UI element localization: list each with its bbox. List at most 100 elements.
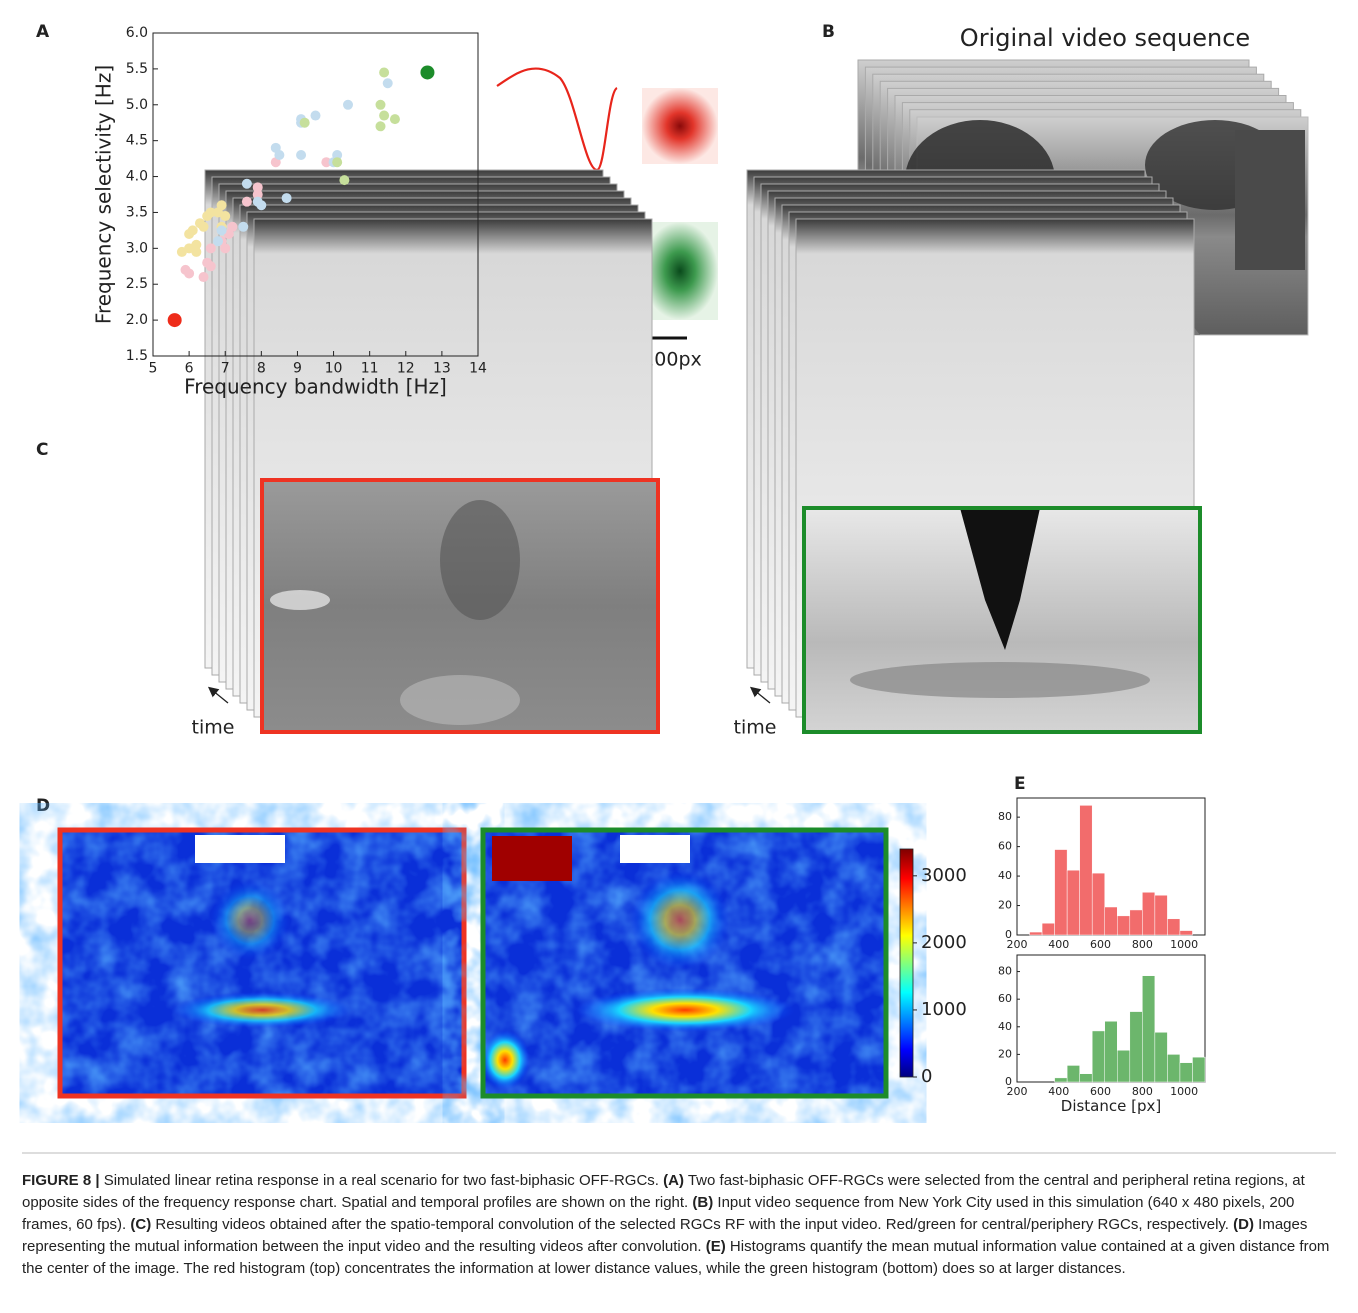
panel-label: B	[822, 22, 835, 42]
histogram-bar	[1104, 906, 1118, 936]
scatter-point	[241, 178, 252, 189]
histogram-bar	[1066, 1065, 1080, 1083]
x-tick-label: 800	[1132, 938, 1153, 951]
colorbar-tick-label: 1000	[921, 999, 967, 1020]
scatter-point	[274, 150, 285, 161]
y-tick-label: 3.0	[126, 240, 148, 256]
caption-label: (A)	[663, 1172, 684, 1189]
histogram-bar	[1179, 930, 1193, 936]
scatter-point	[296, 150, 307, 161]
y-tick-label: 1.5	[126, 348, 148, 364]
x-tick-label: 14	[469, 361, 487, 377]
histogram-bar	[1029, 931, 1043, 936]
y-tick-label: 0	[1005, 1075, 1012, 1088]
x-tick-label: 600	[1090, 1085, 1111, 1098]
time-arrow	[749, 686, 771, 704]
scatter-point	[332, 157, 343, 168]
scatter-point	[379, 110, 390, 121]
y-tick-label: 2.0	[126, 312, 148, 328]
scatter-point	[205, 261, 216, 272]
histogram-bar	[1117, 915, 1131, 936]
histogram-bar	[1066, 869, 1080, 936]
scatter-point	[252, 189, 263, 200]
scatter-point	[375, 99, 386, 110]
scatter-point	[238, 221, 249, 232]
y-tick-label: 5.5	[126, 61, 148, 77]
histogram-bar	[1154, 1032, 1168, 1083]
scatter-point	[198, 221, 209, 232]
scatter-point	[241, 196, 252, 207]
y-tick-label: 60	[998, 840, 1012, 853]
histogram-bar	[1054, 849, 1068, 936]
caption-text: Images representing the mutual informati…	[22, 1216, 1308, 1255]
y-tick-label: 5.0	[126, 97, 148, 113]
x-tick-label: 200	[1007, 938, 1028, 951]
figure: A B C D E 200ms 100px Original video seq…	[22, 22, 1336, 1154]
caption-label: (D)	[1233, 1216, 1254, 1233]
x-tick-label: 800	[1132, 1085, 1153, 1098]
video-frame	[802, 506, 1202, 734]
x-tick-label: 7	[221, 361, 230, 377]
caption-label: (C)	[130, 1216, 152, 1233]
histogram-bar	[1129, 1011, 1143, 1083]
plot-frame	[152, 32, 479, 357]
scatter-point	[191, 239, 202, 250]
histogram-bar	[1117, 1050, 1131, 1083]
colorbar-tick-label: 0	[921, 1066, 932, 1087]
x-tick-label: 6	[185, 361, 194, 377]
histogram-bar	[1154, 894, 1168, 936]
colorbar-tick-label: 3000	[921, 865, 967, 886]
histogram-bar	[1179, 1062, 1193, 1083]
scatter-point	[191, 246, 202, 257]
x-tick-label: 10	[325, 361, 343, 377]
histogram-bar	[1192, 1056, 1206, 1083]
scatter-point	[375, 121, 386, 132]
scatter-point	[220, 211, 231, 222]
scatter-point	[227, 221, 238, 232]
panel-label: A	[36, 22, 50, 42]
x-axis-label: Distance [px]	[1061, 1097, 1161, 1115]
caption-text: Resulting videos obtained after the spat…	[151, 1216, 1229, 1233]
caption-label: (B)	[692, 1194, 714, 1211]
y-tick-label: 80	[998, 810, 1012, 823]
heat-image	[57, 827, 467, 1099]
x-tick-label: 9	[293, 361, 302, 377]
panel-label: C	[36, 440, 48, 460]
caption-text: Two fast-biphasic OFF-RGCs were selected…	[22, 1172, 1305, 1211]
scatter-point	[321, 157, 332, 168]
colorbar-tick-label: 2000	[921, 932, 967, 953]
panel-title: Original video sequence	[960, 24, 1250, 52]
y-tick-label: 6.0	[126, 25, 148, 41]
histogram-bar	[1079, 1073, 1093, 1083]
scatter-point	[220, 243, 231, 254]
histogram-bar	[1167, 1054, 1181, 1083]
scatter-point	[343, 99, 353, 110]
panel-label: E	[1014, 774, 1026, 794]
scatter-point	[332, 150, 343, 161]
histogram-bar	[1054, 1077, 1068, 1083]
time-arrow	[207, 686, 229, 704]
x-tick-label: 400	[1048, 938, 1069, 951]
histogram-bar	[1041, 922, 1055, 936]
scatter-point	[216, 200, 227, 211]
histogram-bar	[1167, 918, 1181, 936]
video-frame	[260, 478, 660, 734]
x-tick-label: 5	[149, 361, 158, 377]
scatter-point	[382, 78, 393, 89]
time-label: time	[192, 717, 235, 739]
scatter-point	[205, 207, 216, 218]
y-tick-label: 20	[998, 1047, 1012, 1060]
histogram-bar	[1142, 892, 1156, 936]
histogram-bar	[1104, 1021, 1118, 1083]
histogram-bar	[1091, 1030, 1105, 1083]
y-tick-label: 4.5	[126, 133, 148, 149]
y-tick-label: 0	[1005, 928, 1012, 941]
scatter-point	[252, 182, 263, 193]
spatial-profile	[642, 222, 718, 320]
caption-label: (E)	[705, 1238, 726, 1255]
heat-image	[480, 827, 889, 1099]
scatter-point	[420, 65, 435, 80]
x-tick-label: 1000	[1170, 1085, 1198, 1098]
x-tick-label: 11	[361, 361, 379, 377]
x-tick-label: 13	[433, 361, 451, 377]
